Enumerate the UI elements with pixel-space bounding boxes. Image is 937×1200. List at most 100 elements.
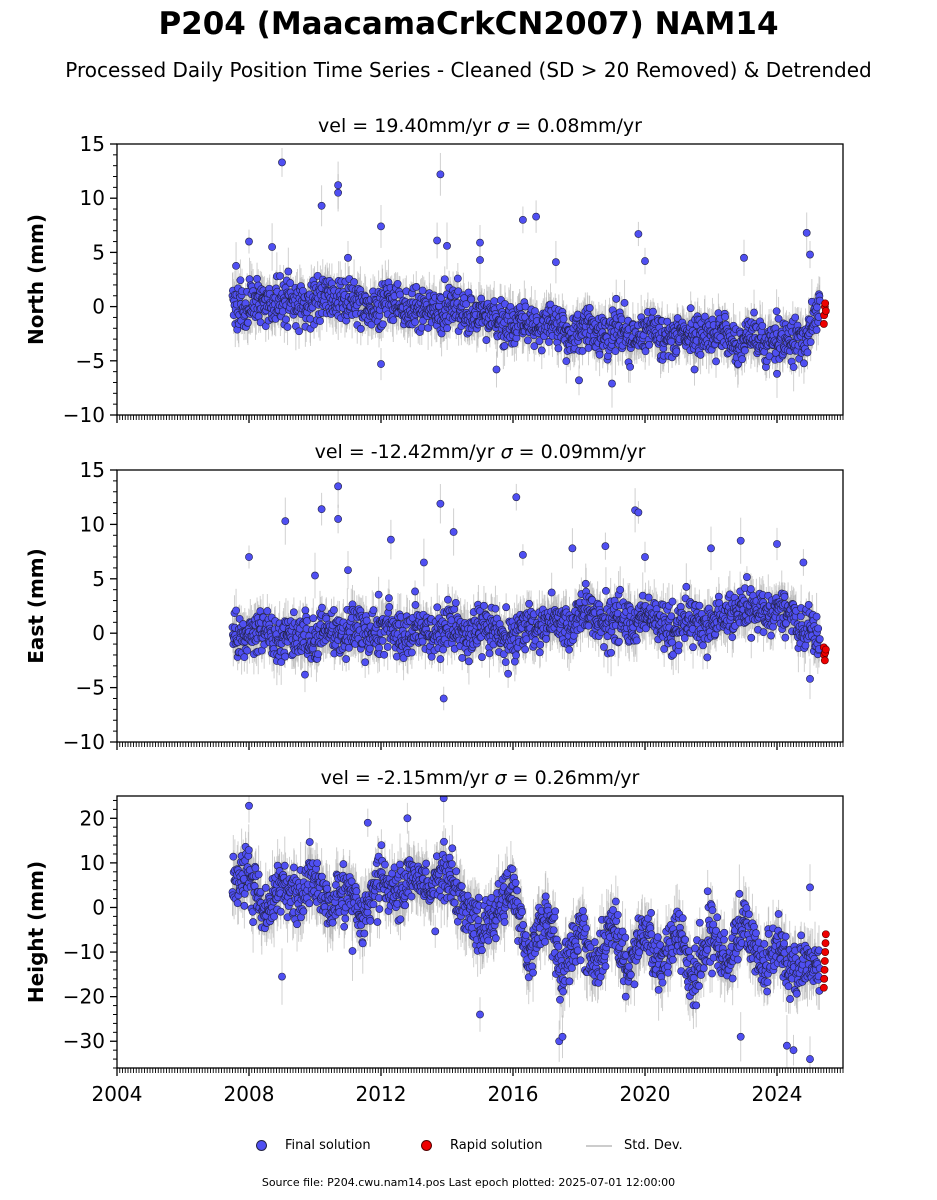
final-solution-point xyxy=(802,228,811,237)
final-solution-point xyxy=(436,170,445,179)
final-solution-point xyxy=(281,652,290,661)
final-solution-point xyxy=(641,347,650,356)
final-solution-point xyxy=(806,338,815,346)
y-axis-label: North (mm) xyxy=(24,214,48,345)
y-tick-label: 5 xyxy=(92,240,105,264)
panel-1: −10 −5 0 5 10 15 vel = 19.40mm/yr σ = 0.08mm/y… xyxy=(24,115,844,427)
final-solution-point xyxy=(443,324,452,333)
final-solution-point xyxy=(396,290,404,299)
final-solution-point xyxy=(282,315,290,324)
final-solution-point xyxy=(356,324,365,333)
final-solution-point xyxy=(791,313,800,322)
final-solution-point xyxy=(562,357,571,366)
final-solution-point xyxy=(813,303,821,312)
chart-title: P204 (MaacamaCrkCN2007) NAM14 xyxy=(158,6,779,42)
final-solution-point xyxy=(524,336,532,345)
final-solution-point xyxy=(690,365,699,374)
final-solution-point xyxy=(277,658,286,666)
final-solution-point xyxy=(437,294,446,302)
final-solution-point xyxy=(377,360,385,368)
final-solution-point xyxy=(641,257,649,265)
final-solution-point xyxy=(552,258,560,267)
y-tick-label: 15 xyxy=(80,132,105,156)
final-solution-point xyxy=(626,363,634,371)
final-solution-point xyxy=(545,338,553,346)
final-solution-point xyxy=(740,253,748,262)
rapid-solution-point xyxy=(819,320,828,328)
final-solution-point xyxy=(412,283,421,291)
final-solution-point xyxy=(500,342,509,350)
final-solution-point xyxy=(295,327,303,336)
final-solution-point xyxy=(268,243,276,251)
final-solution-point xyxy=(482,336,491,344)
panel-title-sigma-value: = 0.08mm/yr xyxy=(509,115,642,137)
final-solution-point xyxy=(620,298,629,307)
y-tick-label: −10 xyxy=(63,403,105,427)
final-solution-point xyxy=(773,369,781,378)
final-solution-point xyxy=(741,346,749,355)
final-solution-point xyxy=(236,276,245,285)
final-solution-point xyxy=(418,286,427,295)
final-solution-point xyxy=(454,287,463,296)
final-solution-point xyxy=(519,215,527,224)
final-solution-point xyxy=(424,324,433,332)
final-solution-point xyxy=(243,646,252,655)
final-solution-point xyxy=(492,365,501,374)
final-solution-point xyxy=(803,348,812,357)
final-solution-point xyxy=(532,212,540,221)
final-solution-point xyxy=(772,307,781,316)
final-solution-point xyxy=(377,222,385,231)
final-solution-point xyxy=(443,241,451,250)
final-solution-point xyxy=(263,607,272,615)
final-solution-point xyxy=(476,238,484,247)
final-solution-point xyxy=(812,326,821,334)
final-solution-point xyxy=(278,158,286,167)
final-solution-point xyxy=(774,314,783,323)
final-solution-point xyxy=(245,237,253,246)
final-solution-point xyxy=(721,312,730,321)
data-layer xyxy=(228,148,830,408)
y-tick-label: 0 xyxy=(92,295,105,319)
final-solution-point xyxy=(453,274,462,283)
final-solution-point xyxy=(696,350,705,359)
final-solution-point xyxy=(673,314,682,322)
final-solution-point xyxy=(316,317,324,325)
final-solution-point xyxy=(367,320,376,329)
final-solution-point xyxy=(611,347,620,356)
final-solution-point xyxy=(284,267,293,276)
final-solution-point xyxy=(286,279,295,287)
final-solution-point xyxy=(344,253,352,262)
final-solution-point xyxy=(389,316,398,325)
rapid-solution-point xyxy=(821,299,830,308)
y-tick-label: 10 xyxy=(80,186,105,210)
final-solution-point xyxy=(244,318,252,327)
final-solution-point xyxy=(467,295,476,304)
final-solution-point xyxy=(554,344,563,353)
final-solution-point xyxy=(490,297,499,306)
final-solution-point xyxy=(535,337,544,345)
final-solution-point xyxy=(585,304,594,312)
final-solution-point xyxy=(440,275,449,284)
final-solution-point xyxy=(595,350,604,359)
final-solution-point xyxy=(806,250,814,259)
final-solution-point xyxy=(559,315,568,323)
y-tick-label: −5 xyxy=(76,349,105,373)
final-solution-point xyxy=(617,315,626,324)
final-solution-point xyxy=(334,181,342,190)
chart-subtitle: Processed Daily Position Time Series - C… xyxy=(65,58,872,82)
rapid-solution-point xyxy=(821,307,830,315)
final-solution-point xyxy=(750,308,758,317)
panel-title-sigma: σ xyxy=(497,115,510,137)
final-solution-point xyxy=(283,323,292,331)
final-solution-point xyxy=(789,363,798,372)
final-solution-point xyxy=(240,653,249,662)
final-solution-point xyxy=(393,279,402,288)
final-solution-point xyxy=(334,188,342,197)
final-solution-point xyxy=(350,278,358,286)
final-solution-point xyxy=(608,379,616,388)
final-solution-point xyxy=(575,376,583,385)
final-solution-point xyxy=(530,342,539,351)
final-solution-point xyxy=(712,357,720,366)
final-solution-point xyxy=(379,320,387,329)
final-solution-point xyxy=(634,230,643,238)
